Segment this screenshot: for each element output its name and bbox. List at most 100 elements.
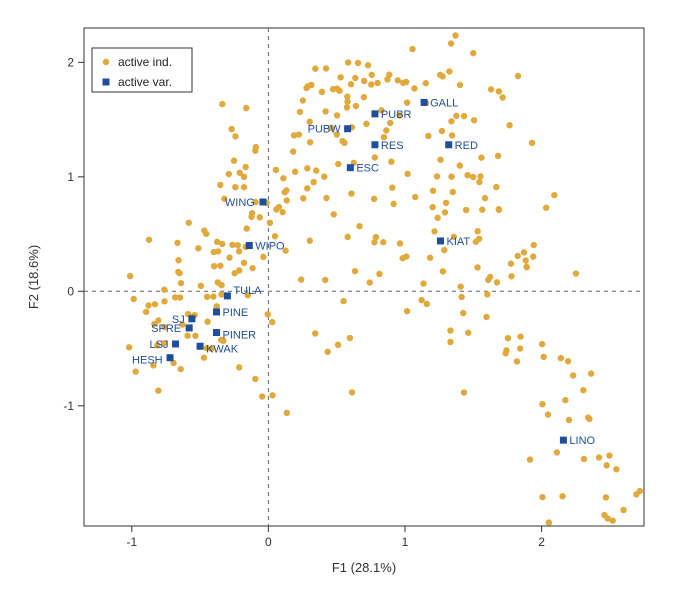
var-label: WING [225, 197, 255, 209]
ind-point [184, 333, 190, 339]
legend-label: active var. [118, 75, 172, 89]
ind-point [145, 302, 151, 308]
ind-point [192, 333, 198, 339]
ind-point [570, 372, 576, 378]
y-tick-label: 0 [67, 284, 74, 298]
ind-point [298, 276, 304, 282]
ind-point [373, 234, 379, 240]
x-tick-label: 1 [402, 535, 409, 549]
ind-point [457, 82, 463, 88]
ind-point [530, 253, 536, 259]
ind-point [551, 192, 557, 198]
ind-point [244, 225, 250, 231]
ind-point [448, 118, 454, 124]
var-point [213, 308, 220, 315]
ind-point [404, 99, 410, 105]
ind-point [546, 519, 552, 525]
var-point [445, 141, 452, 148]
ind-point [249, 265, 255, 271]
var-point [371, 110, 378, 117]
ind-point [280, 175, 286, 181]
var-label: SPRE [151, 323, 181, 335]
ind-point [331, 211, 337, 217]
ind-point [482, 195, 488, 201]
ind-point [236, 248, 242, 254]
ind-point [478, 154, 484, 160]
ind-point [508, 273, 514, 279]
plot-frame [84, 28, 644, 526]
ind-point [483, 314, 489, 320]
ind-point [523, 257, 529, 263]
ind-point [449, 132, 455, 138]
ind-point [307, 139, 313, 145]
ind-point [126, 344, 132, 350]
ind-point [322, 108, 328, 114]
ind-point [521, 249, 527, 255]
ind-point [210, 293, 216, 299]
ind-point [411, 85, 417, 91]
var-point [197, 343, 204, 350]
y-axis-label: F2 (18.6%) [26, 245, 41, 309]
ind-point [310, 179, 316, 185]
ind-point [365, 62, 371, 68]
ind-point [484, 291, 490, 297]
ind-point [231, 158, 237, 164]
ind-point [488, 86, 494, 92]
ind-point [297, 109, 303, 115]
ind-point [543, 205, 549, 211]
ind-point [334, 112, 340, 118]
ind-point [545, 411, 551, 417]
ind-point [539, 341, 545, 347]
ind-point [390, 201, 396, 207]
ind-point [235, 242, 241, 248]
ind-point [470, 50, 476, 56]
ind-point [384, 76, 390, 82]
ind-point [610, 517, 616, 523]
ind-point [420, 280, 426, 286]
ind-point [352, 268, 358, 274]
ind-point [474, 228, 480, 234]
ind-point [496, 88, 502, 94]
var-label: RED [455, 140, 478, 152]
ind-point [369, 72, 375, 78]
ind-point [215, 279, 221, 285]
var-label: KIAT [446, 236, 470, 248]
y-tick-label: 2 [67, 55, 74, 69]
ind-point [155, 387, 161, 393]
ind-point [527, 456, 533, 462]
ind-point [447, 327, 453, 333]
ind-point [217, 263, 223, 269]
ind-point [559, 493, 565, 499]
ind-point [479, 206, 485, 212]
legend-marker-var [103, 79, 110, 86]
ind-point [540, 354, 546, 360]
ind-point [443, 200, 449, 206]
ind-point [257, 214, 263, 220]
ind-point [172, 294, 178, 300]
var-label: PINER [222, 330, 256, 342]
ind-point [458, 294, 464, 300]
ind-point [312, 330, 318, 336]
var-point [344, 125, 351, 132]
ind-point [452, 32, 458, 38]
ind-point [457, 162, 463, 168]
ind-point [284, 197, 290, 203]
ind-point [439, 128, 445, 134]
var-point [167, 354, 174, 361]
ind-point [312, 65, 318, 71]
var-label: RES [381, 140, 404, 152]
ind-point [292, 169, 298, 175]
var-label: LSJ [150, 339, 169, 351]
ind-point [323, 65, 329, 71]
ind-point [130, 296, 136, 302]
ind-point [237, 170, 243, 176]
ind-point [505, 335, 511, 341]
ind-point [303, 85, 309, 91]
ind-point [217, 182, 223, 188]
ind-point [201, 354, 207, 360]
legend-marker-ind [103, 59, 109, 65]
ind-point [344, 234, 350, 240]
ind-point [463, 207, 469, 213]
biplot: -1012-1012F1 (28.1%)F2 (18.6%)GALLPUBRPU… [0, 0, 700, 600]
ind-point [204, 318, 210, 324]
